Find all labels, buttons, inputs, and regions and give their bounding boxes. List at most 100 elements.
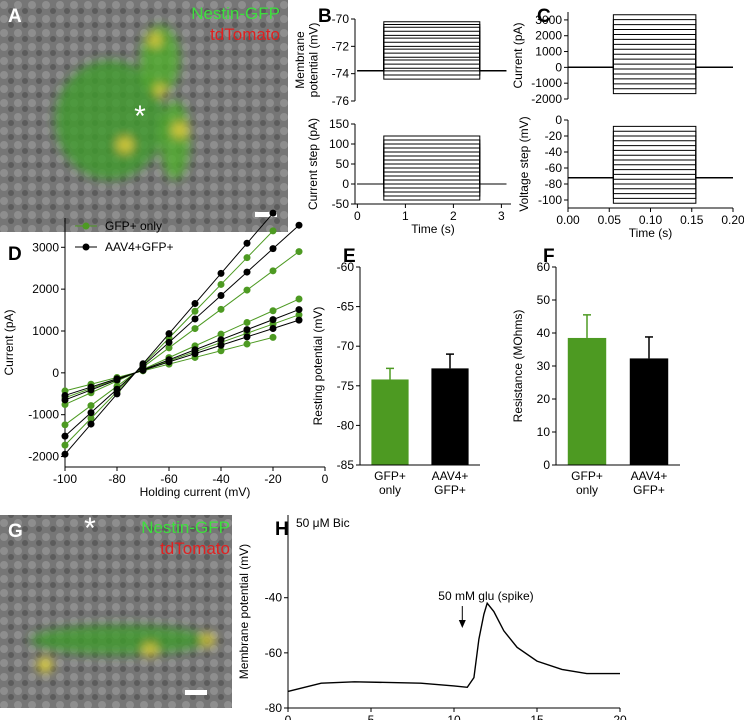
trace [357,37,507,72]
trace [357,45,507,72]
trace [568,66,733,90]
point [269,245,277,253]
point [269,227,277,235]
y-axis-label-line: potential (mV) [307,23,321,98]
point [113,385,121,393]
legend-marker [82,243,90,251]
x-tick-label: 0 [285,713,292,720]
trace [357,171,507,185]
trace [357,135,507,185]
trace [568,177,733,185]
series-line [64,309,300,401]
point [139,366,147,374]
annotation: 50 μM Bic [296,516,350,530]
legend-label: AAV4+GFP+ [105,240,173,254]
y-tick-label: 150 [329,117,349,131]
point [87,420,95,428]
trace [568,164,733,179]
trace [357,70,507,76]
point [61,421,69,429]
panel-label: F [543,246,555,267]
trace [568,58,733,68]
trace [568,48,733,68]
point [217,341,225,349]
category-label-line: GFP+ [434,483,466,497]
y-tick-label: 10 [537,425,551,439]
image-label: Nestin-GFP [191,4,280,23]
point [295,295,303,303]
point [269,209,277,217]
trace [357,163,507,185]
y-tick-label: -70 [332,12,350,26]
legend-marker [82,222,90,230]
x-tick-label: -60 [160,472,178,486]
series-line [64,298,300,405]
image-label: tdTomato [160,539,230,558]
y-axis-label: Current step (pA) [306,118,320,210]
point [217,330,225,338]
panel-label: D [8,244,22,265]
category-label-line: only [379,483,401,497]
trace [357,183,507,189]
point [191,350,199,358]
point [243,286,251,294]
x-tick-label: -40 [212,472,230,486]
x-tick-label: 0 [354,209,361,223]
point [165,338,173,346]
point [295,221,303,229]
y-tick-label: 50 [537,293,551,307]
point [295,311,303,319]
point [295,316,303,324]
y-tick-label: -80 [545,177,563,191]
trace [568,169,733,179]
y-axis-label: Current (pA) [2,309,16,375]
y-tick-label: 0 [342,177,349,191]
y-tick-label: 2000 [32,282,59,296]
y-tick-label: -40 [265,591,283,605]
trace [357,183,507,197]
y-axis-label: Voltage step (mV) [517,116,531,211]
point [217,269,225,277]
x-axis-label: Holding current (mV) [140,485,251,499]
category-label-line: AAV4+ [631,469,668,483]
x-axis-label: Time (s) [411,222,455,236]
point [269,333,277,341]
trace [357,139,507,185]
point [243,254,251,262]
y-tick-label: 50 [336,157,350,171]
y-tick-label: 2000 [535,29,562,43]
y-axis-label: Current (pA) [511,22,525,88]
x-tick-label: 2 [450,209,457,223]
trace [568,19,733,68]
trace [568,66,733,85]
category-label-line: AAV4+ [432,469,469,483]
point [269,307,277,315]
y-tick-label: -80 [265,701,283,715]
micrograph-g: Nestin-GFP tdTomato * [0,512,232,708]
series-line [64,314,300,399]
x-tick-label: 20 [613,713,627,720]
y-tick-label: 40 [537,326,551,340]
y-tick-label: -85 [337,458,355,472]
point [269,267,277,275]
x-tick-label: 1 [402,209,409,223]
point [165,344,173,352]
series-line [64,319,300,396]
point [191,300,199,308]
y-tick-label: -70 [337,339,355,353]
point [243,239,251,247]
y-axis-label: Membranepotential (mV) [293,23,321,98]
trace [357,59,507,72]
y-axis-label-line: Membrane [293,31,307,89]
trace [357,63,507,72]
trace [568,149,733,179]
y-tick-label: -60 [545,161,563,175]
point [87,409,95,417]
point [243,318,251,326]
x-tick-label: -20 [264,472,282,486]
micrograph-a: Nestin-GFP tdTomato * [0,0,288,232]
y-tick-label: 0 [543,458,550,472]
series-line [287,601,620,693]
y-tick-label: 60 [537,260,551,274]
y-tick-label: -20 [545,129,563,143]
